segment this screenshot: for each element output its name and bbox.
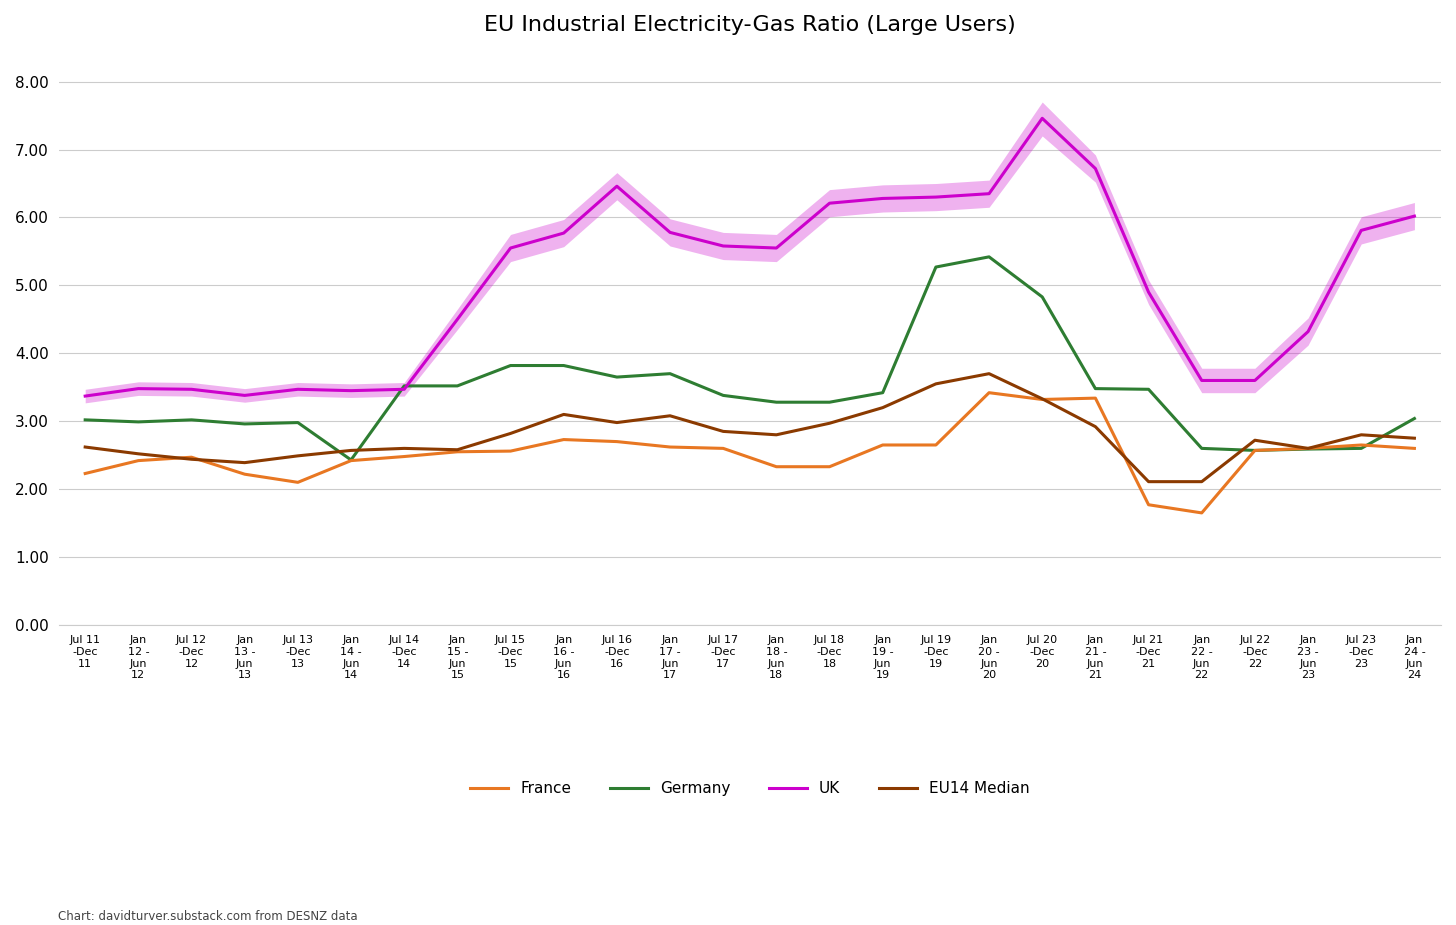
Legend: France, Germany, UK, EU14 Median: France, Germany, UK, EU14 Median	[464, 775, 1035, 802]
Text: Chart: davidturver.substack.com from DESNZ data: Chart: davidturver.substack.com from DES…	[58, 910, 358, 923]
Title: EU Industrial Electricity-Gas Ratio (Large Users): EU Industrial Electricity-Gas Ratio (Lar…	[483, 15, 1016, 35]
